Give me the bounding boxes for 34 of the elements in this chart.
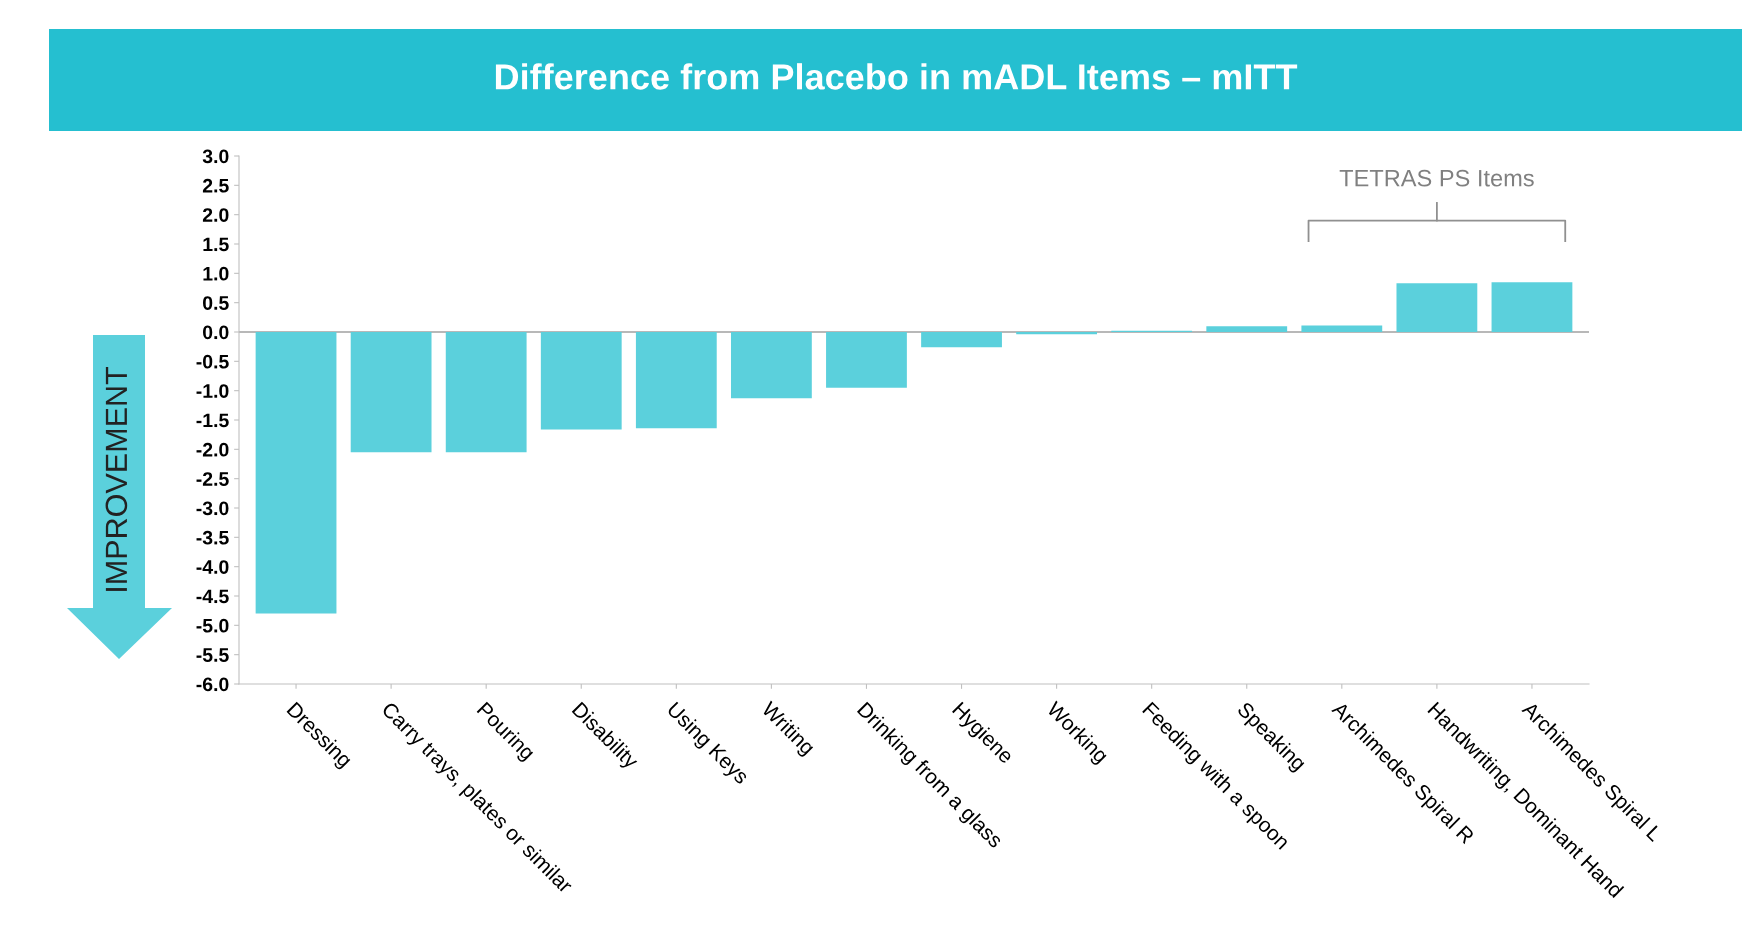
y-tick-label: -0.5 (196, 354, 229, 369)
bar (1491, 282, 1573, 332)
y-tick-label: 1.5 (203, 237, 229, 252)
y-axis-title: IMPROVEMENT (105, 366, 128, 591)
y-tick-label: -5.0 (196, 618, 229, 633)
chart-title: Difference from Placebo in mADL Items – mITT (495, 63, 1298, 90)
y-tick-label: -3.5 (196, 530, 229, 545)
y-tick-label: -4.0 (196, 560, 229, 574)
y-tick-label: 2.5 (202, 178, 229, 193)
bar (255, 332, 337, 614)
y-tick-label: 0.5 (203, 296, 229, 310)
y-tick-label: -5.5 (196, 648, 229, 662)
bar (1396, 283, 1478, 332)
bar (1301, 325, 1383, 332)
y-tick-label: -2.0 (196, 442, 229, 457)
y-tick-label: -4.5 (196, 589, 229, 604)
y-tick-label: -1.5 (196, 413, 229, 428)
y-tick-label: -6.0 (196, 677, 229, 692)
y-tick-label: -3.0 (196, 501, 229, 516)
bar (730, 332, 812, 399)
y-tick-label: 1.0 (203, 266, 229, 281)
bar (445, 332, 527, 453)
bar (921, 332, 1002, 348)
bar (540, 332, 622, 430)
y-tick-label: -2.5 (196, 472, 229, 486)
y-tick-label: 3.0 (202, 149, 229, 164)
y-tick-label: -1.0 (196, 384, 229, 398)
bar (1206, 326, 1288, 332)
bar (826, 332, 907, 388)
annotation: TETRAS PS Items (1339, 169, 1534, 187)
bar (350, 332, 432, 453)
bar (635, 332, 717, 429)
y-tick-label: 0.0 (203, 325, 229, 340)
y-tick-label: 2.0 (202, 208, 229, 222)
